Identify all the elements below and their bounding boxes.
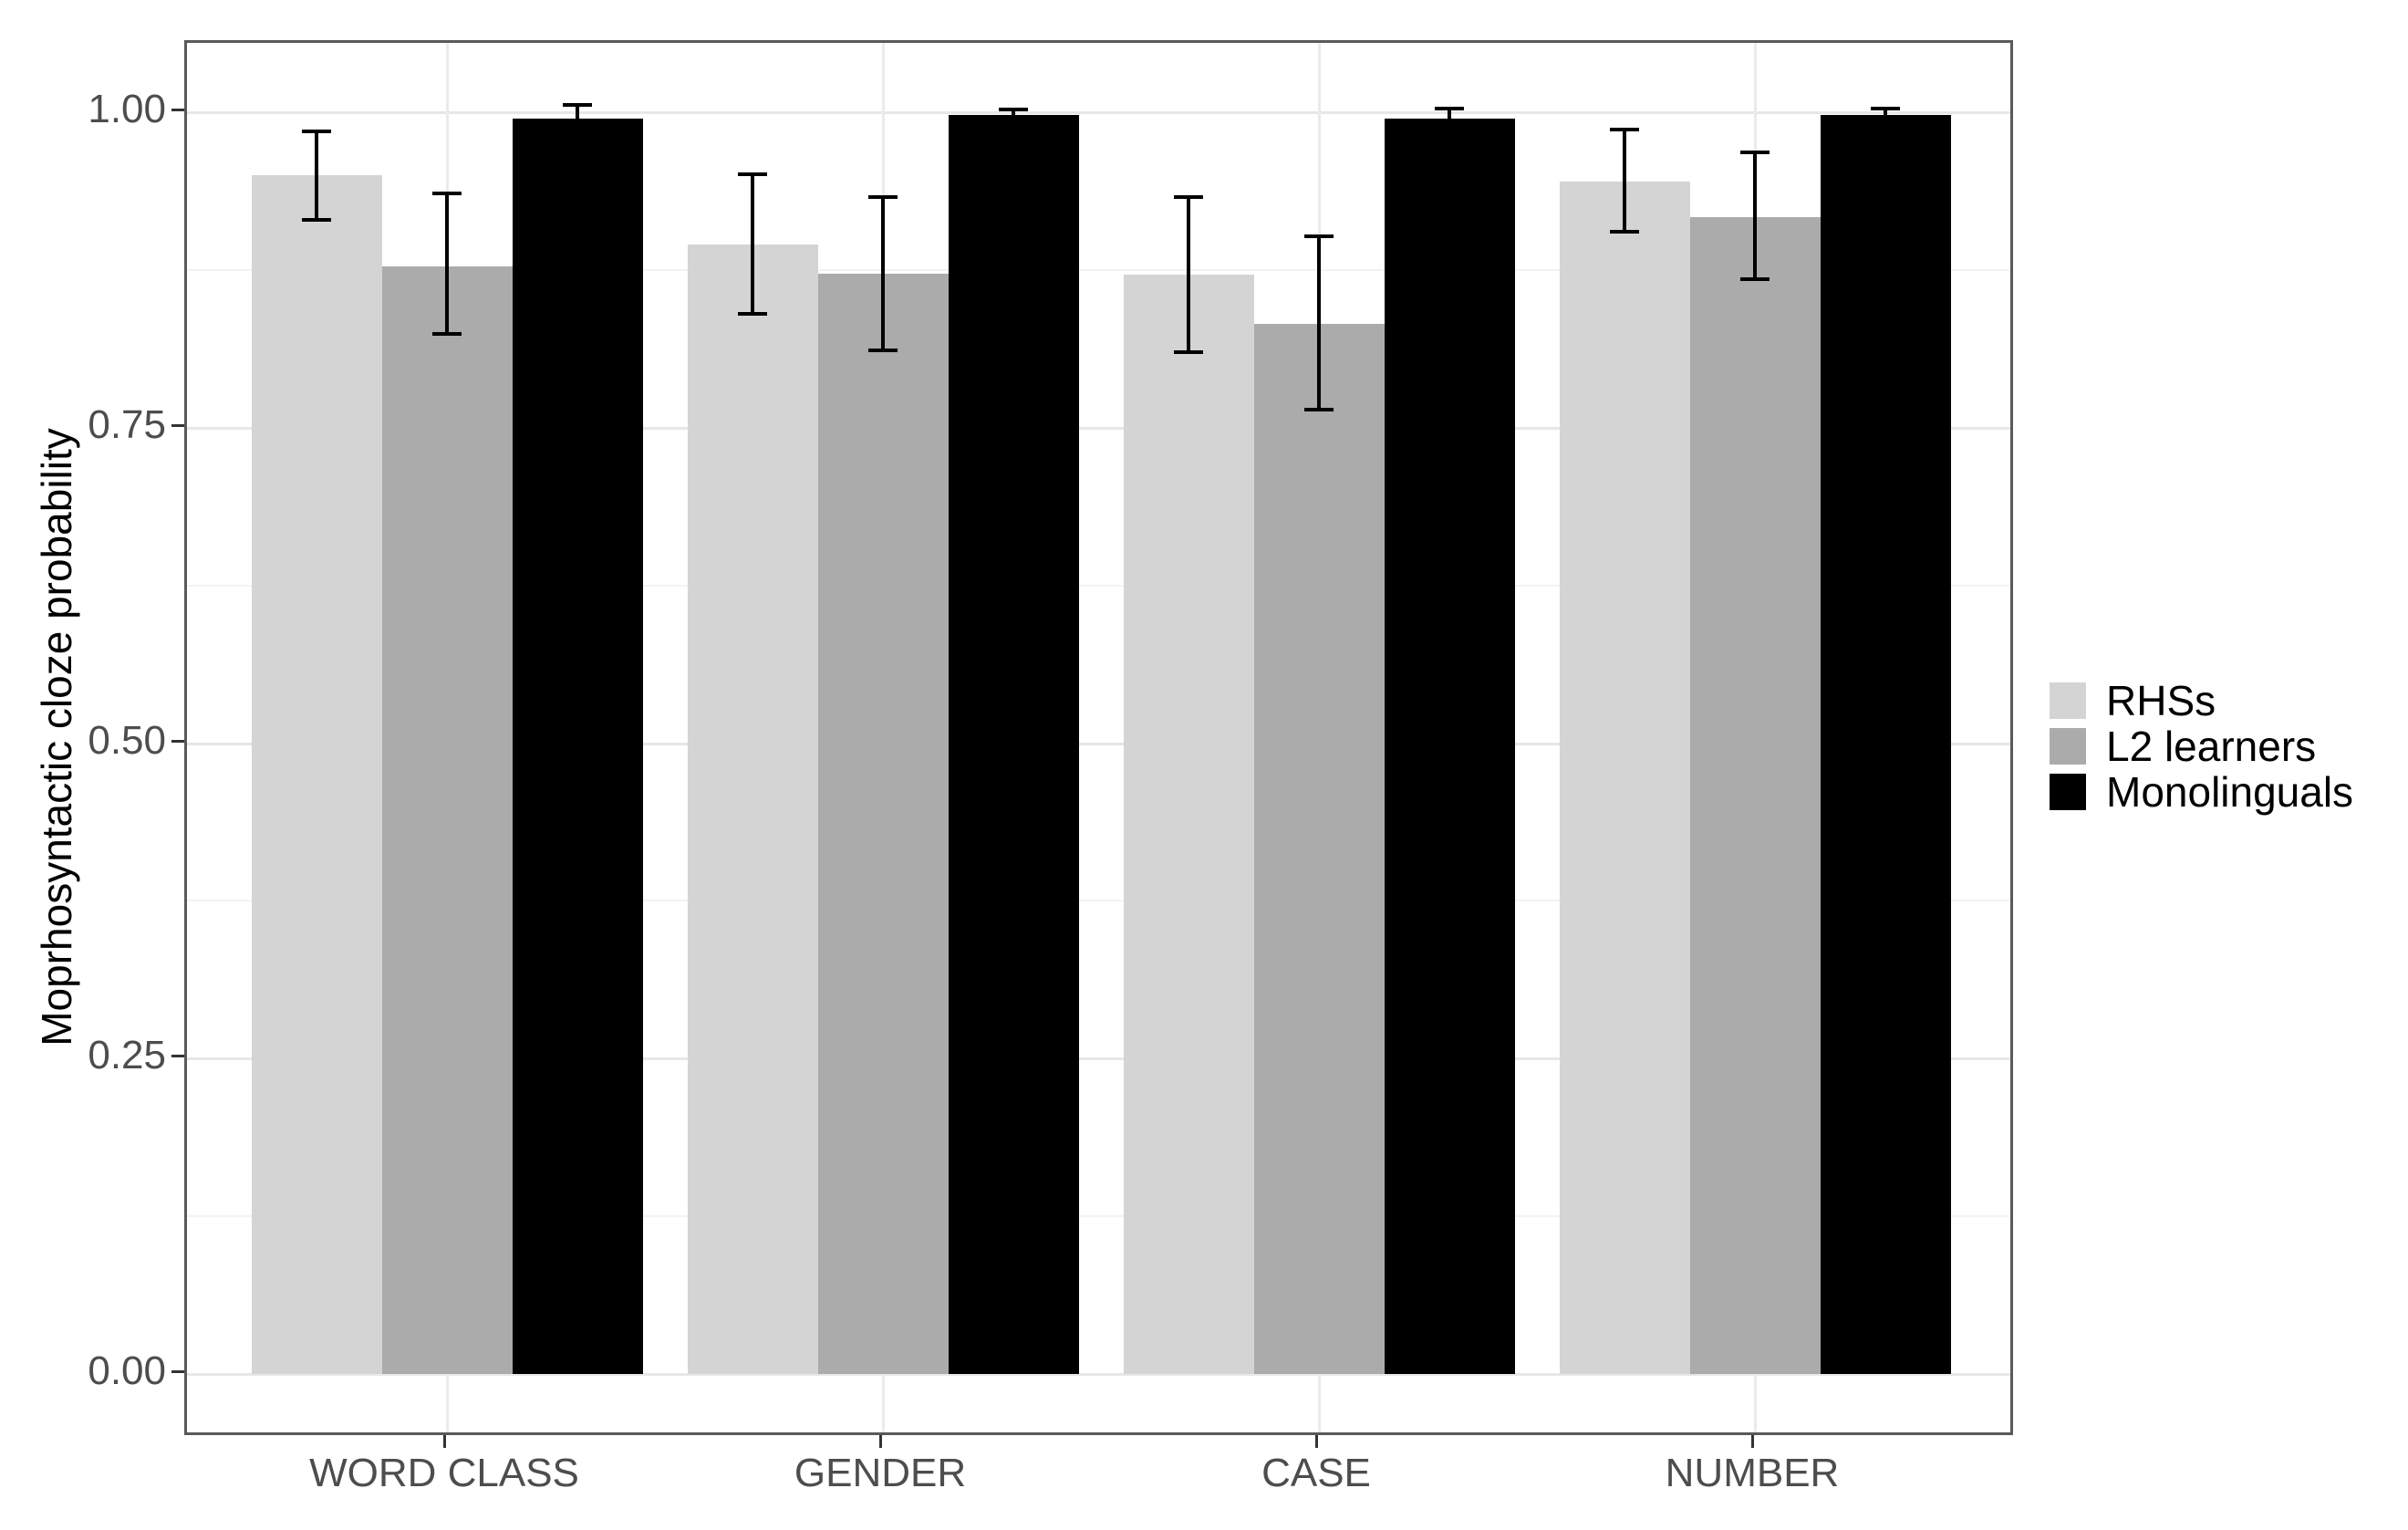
legend-item: L2 learners bbox=[2050, 723, 2353, 770]
minor-gridline bbox=[187, 1215, 2010, 1218]
plot-panel bbox=[184, 40, 2013, 1435]
error-bar-cap-top bbox=[868, 194, 898, 199]
x-tick-mark bbox=[1751, 1435, 1754, 1448]
error-bar-cap-top bbox=[1174, 194, 1203, 199]
error-bar-cap-bottom bbox=[1740, 276, 1770, 281]
major-gridline bbox=[187, 426, 2010, 430]
bar bbox=[817, 274, 949, 1374]
error-bar-cap-top bbox=[1871, 106, 1900, 110]
error-bar-line bbox=[1187, 196, 1190, 352]
legend-label: RHSs bbox=[2106, 676, 2216, 724]
error-bar-line bbox=[445, 193, 449, 335]
error-bar-cap-top bbox=[738, 172, 767, 176]
legend-item: Monolinguals bbox=[2050, 768, 2353, 816]
major-gridline bbox=[187, 742, 2010, 745]
x-tick-mark bbox=[443, 1435, 446, 1448]
major-gridline bbox=[187, 1057, 2010, 1061]
x-tick-label: NUMBER bbox=[1665, 1451, 1840, 1495]
error-bar-line bbox=[315, 130, 318, 220]
y-tick-label: 0.00 bbox=[88, 1348, 166, 1393]
bar bbox=[948, 114, 1079, 1374]
major-gridline bbox=[187, 1373, 2010, 1376]
bar bbox=[512, 118, 643, 1374]
error-bar-line bbox=[881, 196, 885, 351]
bar bbox=[1689, 216, 1821, 1374]
error-bar-cap-bottom bbox=[738, 312, 767, 317]
minor-gridline bbox=[187, 584, 2010, 587]
legend-label: L2 learners bbox=[2106, 722, 2317, 770]
error-bar-line bbox=[576, 104, 579, 133]
x-tick-mark bbox=[1315, 1435, 1318, 1448]
error-bar-cap-bottom bbox=[302, 217, 331, 222]
legend-swatch bbox=[2050, 773, 2086, 810]
error-bar-line bbox=[1448, 108, 1451, 129]
error-bar-cap-top bbox=[1435, 106, 1464, 110]
error-bar-line bbox=[1623, 130, 1626, 233]
error-bar-cap-bottom bbox=[563, 130, 592, 135]
error-bar-cap-top bbox=[302, 129, 331, 133]
y-tick-mark bbox=[171, 1055, 184, 1058]
error-bar-line bbox=[1317, 235, 1321, 411]
minor-gridline bbox=[187, 268, 2010, 271]
bar bbox=[1123, 275, 1254, 1374]
legend-swatch bbox=[2050, 727, 2086, 765]
y-axis-title: Moprhosyntactic cloze probability bbox=[33, 428, 80, 1046]
y-tick-mark bbox=[171, 109, 184, 111]
error-bar-cap-top bbox=[1740, 151, 1770, 155]
bar bbox=[1253, 324, 1385, 1374]
error-bar-cap-bottom bbox=[868, 349, 898, 353]
error-bar-cap-top bbox=[1304, 234, 1334, 238]
error-bar-line bbox=[1884, 108, 1887, 120]
error-bar-cap-top bbox=[563, 102, 592, 107]
bar bbox=[687, 245, 818, 1374]
y-tick-label: 0.50 bbox=[88, 717, 166, 763]
error-bar-cap-bottom bbox=[432, 332, 462, 337]
error-bar-line bbox=[1012, 109, 1015, 121]
error-bar-cap-top bbox=[999, 108, 1028, 112]
minor-gridline bbox=[187, 900, 2010, 902]
bar bbox=[1820, 114, 1951, 1374]
legend: RHSs L2 learners Monolinguals bbox=[2050, 677, 2353, 816]
error-bar-cap-bottom bbox=[1610, 230, 1639, 234]
error-bar-line bbox=[1753, 152, 1757, 279]
legend-item: RHSs bbox=[2050, 677, 2353, 724]
error-bar-cap-top bbox=[1610, 128, 1639, 132]
y-tick-mark bbox=[171, 423, 184, 427]
error-bar-cap-bottom bbox=[1174, 349, 1203, 354]
y-tick-label: 0.75 bbox=[88, 401, 166, 447]
x-tick-mark bbox=[879, 1435, 882, 1448]
major-gridline bbox=[187, 111, 2010, 114]
bar bbox=[251, 175, 382, 1374]
y-tick-label: 0.25 bbox=[88, 1033, 166, 1078]
x-tick-label: GENDER bbox=[794, 1451, 967, 1495]
bar bbox=[1384, 118, 1515, 1374]
y-tick-mark bbox=[171, 739, 184, 743]
error-bar-cap-bottom bbox=[1304, 408, 1334, 412]
error-bar-cap-bottom bbox=[1435, 126, 1464, 130]
bar bbox=[381, 265, 513, 1374]
error-bar-cap-bottom bbox=[1871, 118, 1900, 122]
error-bar-cap-bottom bbox=[999, 119, 1028, 123]
y-tick-mark bbox=[171, 1370, 184, 1373]
x-tick-label: WORD CLASS bbox=[309, 1451, 579, 1495]
y-tick-label: 1.00 bbox=[88, 87, 166, 131]
legend-label: Monolinguals bbox=[2106, 767, 2354, 816]
bar bbox=[1559, 182, 1690, 1374]
error-bar-line bbox=[751, 173, 754, 315]
x-tick-label: CASE bbox=[1261, 1451, 1371, 1495]
legend-swatch bbox=[2050, 682, 2086, 719]
error-bar-cap-top bbox=[432, 191, 462, 195]
